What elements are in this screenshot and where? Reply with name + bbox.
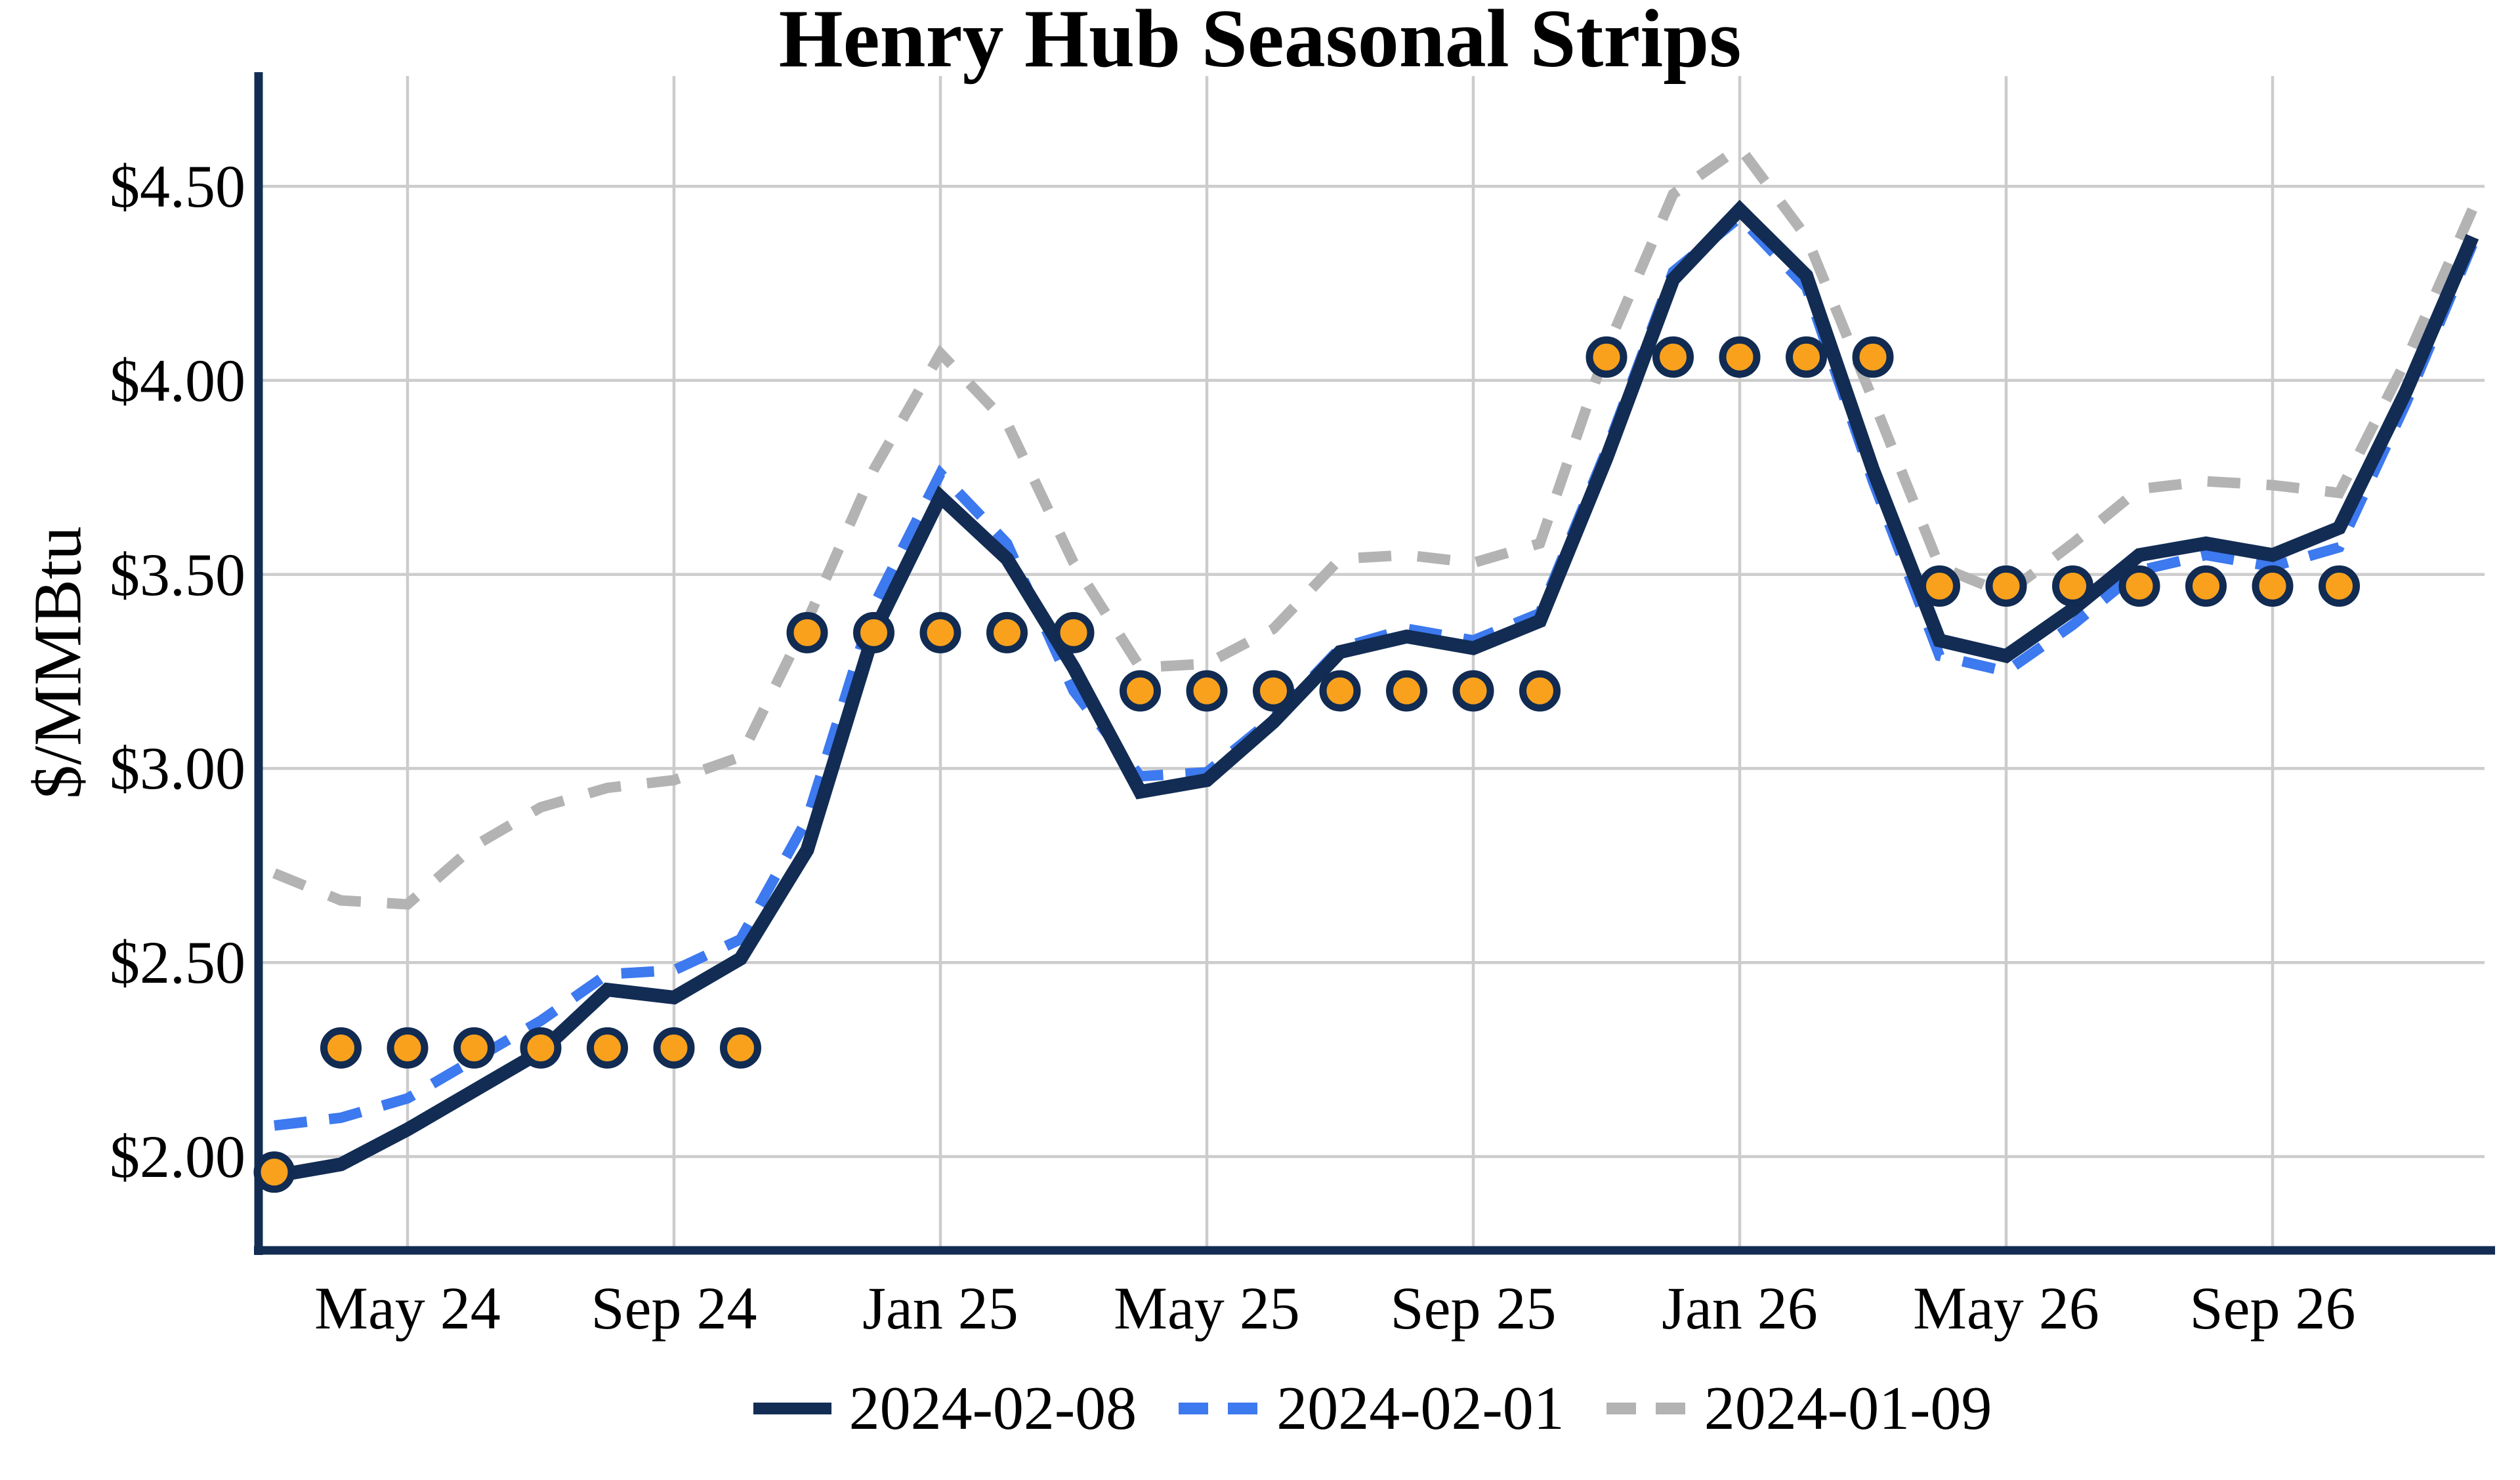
y-tick-label: $2.00: [110, 1123, 245, 1190]
strip-marker: [2252, 565, 2294, 607]
x-tick-label: Jan 26: [1662, 1275, 1818, 1342]
strip-marker: [520, 1027, 562, 1069]
y-tick-label: $4.50: [110, 153, 245, 220]
strip-marker: [1120, 670, 1161, 712]
strip-marker: [453, 1027, 495, 1069]
legend: 2024-02-08 2024-02-01 2024-01-09: [259, 1378, 2485, 1439]
strip-marker: [653, 1027, 695, 1069]
legend-swatch-dashed-gray: [1606, 1403, 1689, 1414]
strip-marker: [1319, 670, 1361, 712]
strip-marker: [2185, 565, 2227, 607]
strip-marker: [1519, 670, 1561, 712]
strip-marker: [1786, 336, 1827, 378]
legend-item: 2024-01-09: [1606, 1378, 1992, 1439]
series-line-2024-02-08: [273, 199, 2479, 1183]
x-tick-label: Sep 26: [2189, 1275, 2356, 1342]
strip-marker: [853, 611, 894, 653]
strip-marker: [720, 1027, 761, 1069]
strip-marker: [1253, 670, 1294, 712]
strip-marker: [320, 1027, 362, 1069]
strip-marker: [1919, 565, 1960, 607]
strip-marker: [387, 1027, 429, 1069]
y-tick-label: $3.00: [110, 735, 245, 802]
y-tick-label: $3.50: [110, 541, 245, 608]
legend-swatch-solid: [753, 1403, 831, 1414]
x-tick-label: Sep 25: [1390, 1275, 1557, 1342]
strip-marker: [1586, 336, 1628, 378]
strip-marker: [986, 611, 1028, 653]
x-tick-label: May 24: [314, 1275, 501, 1342]
strip-marker: [2052, 565, 2093, 607]
series-line-2024-01-09: [272, 140, 2477, 910]
legend-item: 2024-02-08: [751, 1378, 1137, 1439]
strip-marker: [1852, 336, 1894, 378]
strip-marker: [2319, 565, 2360, 607]
strip-marker: [786, 611, 828, 653]
strip-marker: [1652, 336, 1694, 378]
strip-marker: [1719, 336, 1761, 378]
strip-marker: [2118, 565, 2160, 607]
strip-marker: [1053, 611, 1095, 653]
legend-label: 2024-02-08: [849, 1374, 1137, 1443]
strip-marker: [1386, 670, 1427, 712]
legend-item: 2024-02-01: [1179, 1378, 1564, 1439]
x-tick-label: May 26: [1913, 1275, 2099, 1342]
strip-marker: [253, 1151, 295, 1193]
legend-swatch-dashed-blue: [1179, 1403, 1261, 1414]
strip-marker: [1186, 670, 1228, 712]
x-tick-label: Jan 25: [862, 1275, 1018, 1342]
legend-label: 2024-02-01: [1276, 1374, 1564, 1443]
y-tick-label: $4.00: [110, 346, 245, 414]
strip-marker: [1985, 565, 2027, 607]
strip-marker: [919, 611, 961, 653]
x-tick-label: May 25: [1114, 1275, 1300, 1342]
legend-label: 2024-01-09: [1704, 1374, 1992, 1443]
strip-marker: [1452, 670, 1494, 712]
y-tick-label: $2.50: [110, 929, 245, 997]
strip-marker: [587, 1027, 628, 1069]
chart-title: Henry Hub Seasonal Strips: [778, 0, 1742, 85]
x-tick-label: Sep 24: [591, 1275, 757, 1342]
